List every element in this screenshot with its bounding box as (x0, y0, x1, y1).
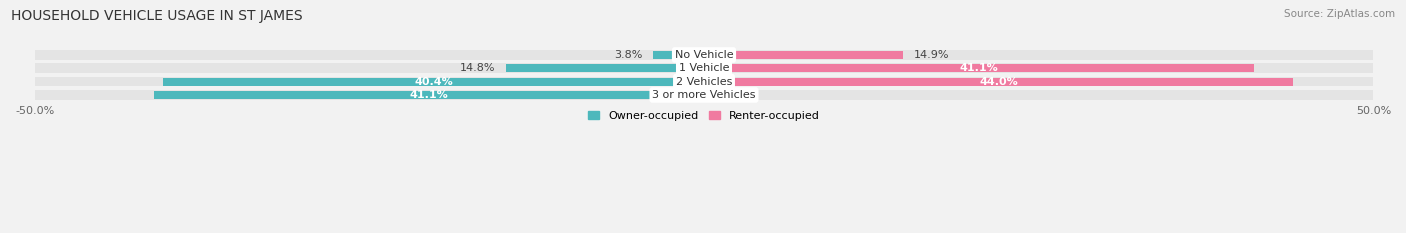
Bar (704, 51, 904, 59)
Text: 3 or more Vehicles: 3 or more Vehicles (652, 90, 756, 100)
Bar (654, 51, 704, 59)
Bar (35, 63, 704, 73)
Text: 41.1%: 41.1% (409, 90, 449, 100)
Text: 3.8%: 3.8% (614, 50, 643, 60)
Text: 2 Vehicles: 2 Vehicles (676, 77, 733, 87)
Bar (704, 63, 1374, 73)
Bar (35, 90, 704, 100)
Bar (704, 78, 1294, 86)
Bar (704, 64, 1254, 72)
Text: Source: ZipAtlas.com: Source: ZipAtlas.com (1284, 9, 1395, 19)
Bar (163, 78, 704, 86)
Bar (153, 91, 704, 99)
Bar (704, 50, 1374, 60)
Text: 41.1%: 41.1% (960, 63, 998, 73)
Text: No Vehicle: No Vehicle (675, 50, 734, 60)
Bar (35, 50, 704, 60)
Bar (704, 77, 1374, 86)
Bar (35, 77, 704, 86)
Text: 44.0%: 44.0% (979, 77, 1018, 87)
Text: HOUSEHOLD VEHICLE USAGE IN ST JAMES: HOUSEHOLD VEHICLE USAGE IN ST JAMES (11, 9, 302, 23)
Bar (506, 64, 704, 72)
Text: 0.0%: 0.0% (714, 90, 742, 100)
Text: 40.4%: 40.4% (415, 77, 453, 87)
Text: 14.8%: 14.8% (460, 63, 495, 73)
Bar (704, 90, 1374, 100)
Text: 14.9%: 14.9% (914, 50, 949, 60)
Legend: Owner-occupied, Renter-occupied: Owner-occupied, Renter-occupied (583, 106, 824, 125)
Text: 1 Vehicle: 1 Vehicle (679, 63, 730, 73)
